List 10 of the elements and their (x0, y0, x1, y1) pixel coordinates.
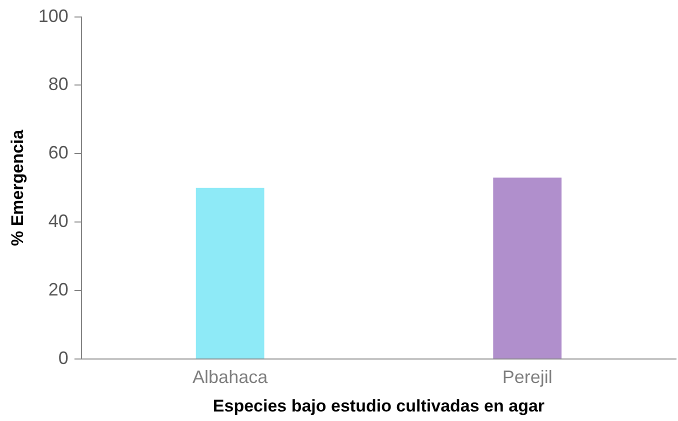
x-tick-label: Albahaca (192, 366, 269, 387)
y-tick-label: 20 (48, 280, 68, 300)
y-tick-label: 0 (58, 348, 68, 368)
y-tick-label: 60 (48, 142, 68, 163)
y-tick-label: 40 (48, 211, 68, 232)
x-tick-label: Perejil (502, 366, 552, 387)
y-tick-label: 80 (48, 74, 68, 94)
y-tick-label: 100 (38, 6, 68, 26)
x-axis-title: Especies bajo estudio cultivadas en agar (212, 396, 545, 416)
y-axis-title: % Emergencia (8, 129, 27, 246)
